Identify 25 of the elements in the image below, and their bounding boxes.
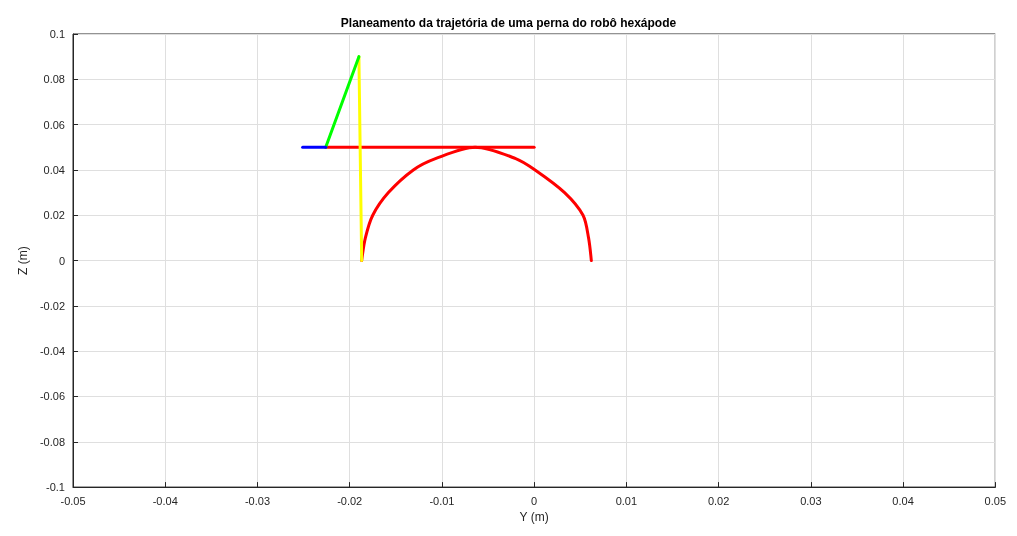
x-tick-label: 0 — [531, 494, 538, 507]
y-tick-label: 0 — [58, 254, 65, 267]
x-tick-label: -0.03 — [244, 494, 270, 507]
y-tick-label: 0.04 — [43, 163, 65, 176]
x-tick-label: -0.01 — [429, 494, 455, 507]
y-tick-label: 0.02 — [43, 209, 65, 222]
chart-title: Planeamento da trajetória de uma perna do robô hexápode — [340, 16, 677, 30]
y-tick-label: 0.1 — [49, 28, 65, 40]
y-tick-label: -0.02 — [39, 299, 65, 312]
y-tick-label: 0.08 — [43, 73, 65, 86]
x-tick-label: 0.04 — [892, 494, 914, 507]
y-tick-label: 0.06 — [43, 118, 65, 131]
y-tick-label: -0.1 — [46, 481, 65, 494]
y-axis-title: Z (m) — [16, 246, 31, 275]
x-tick-label: 0.05 — [984, 494, 1007, 507]
x-tick-label: -0.04 — [152, 494, 178, 507]
x-tick-label: -0.05 — [60, 494, 86, 507]
x-axis-title: Y (m) — [519, 510, 549, 524]
y-tick-label: -0.04 — [39, 345, 65, 358]
y-tick-label: -0.06 — [39, 390, 65, 403]
x-tick-label: 0.02 — [707, 494, 730, 507]
x-tick-label: -0.02 — [337, 494, 363, 507]
x-tick-label: 0.01 — [615, 494, 638, 507]
y-tick-label: -0.08 — [39, 435, 65, 448]
x-tick-label: 0.03 — [800, 494, 822, 507]
